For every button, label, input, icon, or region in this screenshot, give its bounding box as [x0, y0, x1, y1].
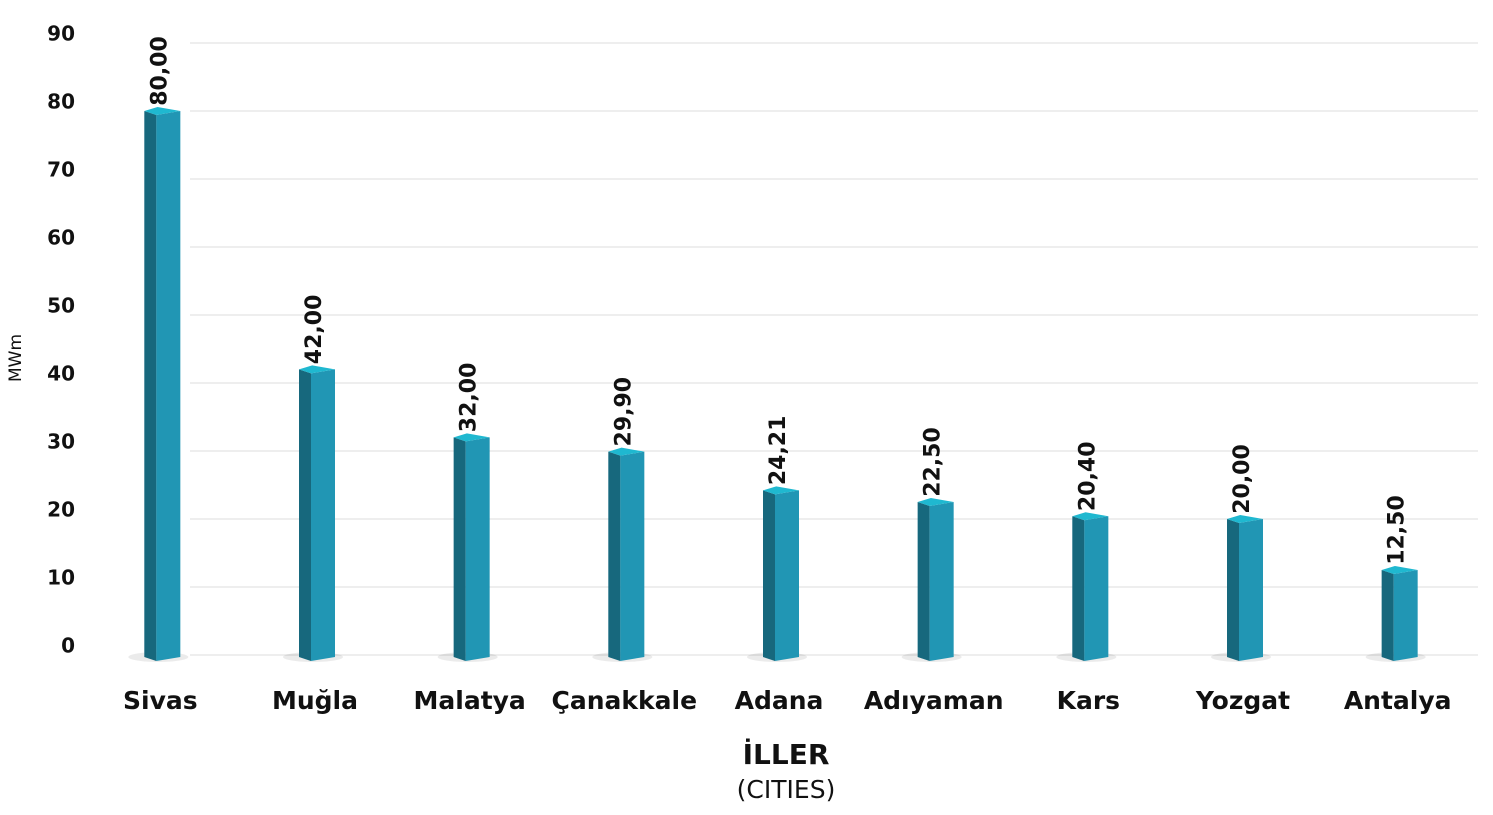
x-tick-label: Antalya [1344, 686, 1452, 715]
bar [453, 433, 490, 661]
bar [608, 447, 645, 661]
value-label: 24,21 [766, 416, 791, 486]
value-label: 12,50 [1385, 495, 1410, 565]
y-tick-label: 10 [47, 566, 75, 590]
x-tick-label: Malatya [414, 686, 526, 715]
x-tick-label: Çanakkale [552, 686, 698, 715]
bar [917, 498, 954, 661]
value-label: 42,00 [302, 295, 327, 365]
x-axis-sublabel: (CITIES) [737, 775, 836, 804]
bar [1227, 515, 1263, 661]
y-tick-label: 70 [47, 158, 75, 182]
value-label: 32,00 [457, 363, 482, 433]
x-tick-label: Yozgat [1195, 686, 1290, 715]
x-tick-label: Adıyaman [864, 686, 1004, 715]
y-tick-label: 0 [61, 634, 75, 658]
y-tick-label: 50 [47, 294, 75, 318]
bar [299, 365, 335, 661]
x-tick-label: Muğla [272, 686, 358, 715]
y-axis-label: MWm [6, 334, 26, 382]
y-tick-label: 20 [47, 498, 75, 522]
x-tick-label: Kars [1057, 686, 1120, 715]
bar [1381, 566, 1418, 661]
x-tick-label: Sivas [123, 686, 198, 715]
x-tick-label: Adana [735, 686, 824, 715]
value-label: 20,40 [1075, 441, 1100, 511]
y-tick-label: 60 [47, 226, 75, 250]
value-label: 22,50 [921, 427, 946, 497]
bar [763, 486, 799, 661]
x-axis-label: İLLER [743, 737, 830, 771]
bar [1072, 512, 1109, 661]
bar [144, 107, 181, 661]
y-tick-label: 40 [47, 362, 75, 386]
y-tick-label: 30 [47, 430, 75, 454]
value-label: 80,00 [147, 36, 172, 106]
y-tick-label: 80 [47, 90, 75, 114]
value-label: 20,00 [1230, 444, 1255, 514]
value-label: 29,90 [611, 377, 636, 447]
y-tick-label: 90 [47, 22, 75, 46]
